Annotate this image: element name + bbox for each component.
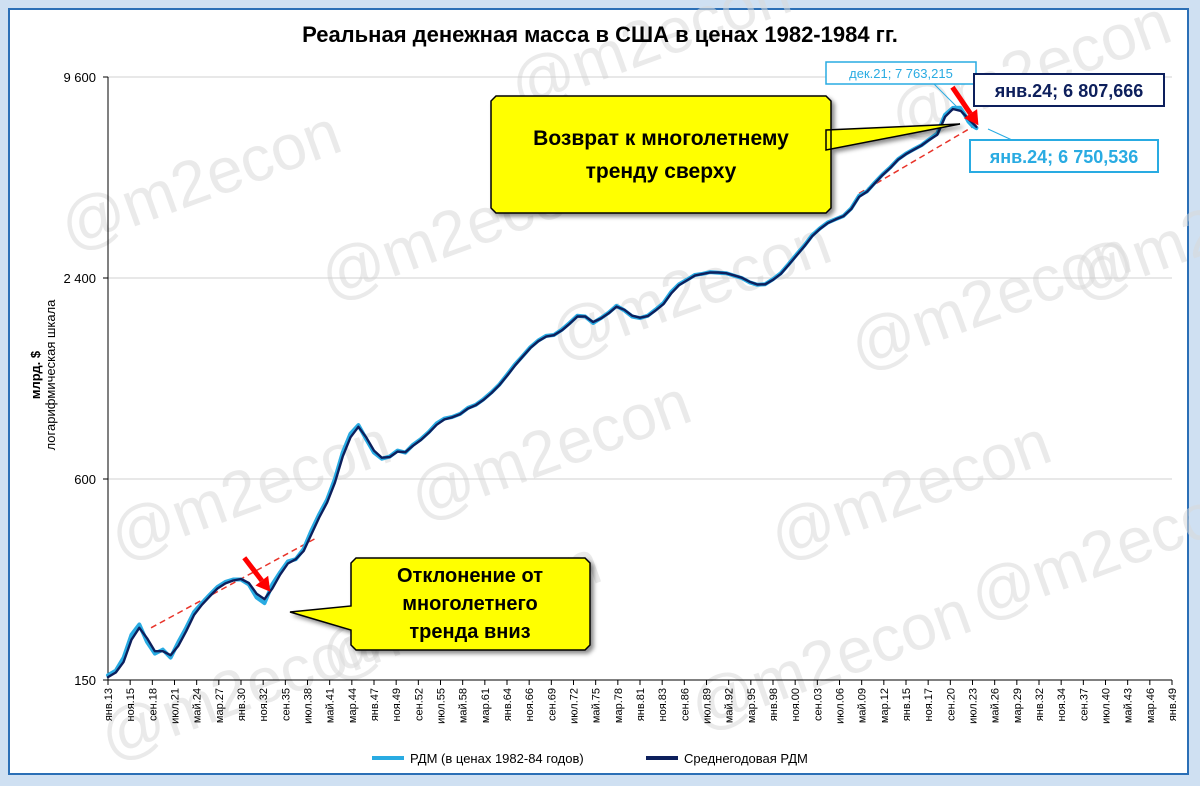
callout-top: Возврат к многолетнему тренду сверху (490, 95, 961, 214)
legend: РДМ (в ценах 1982-84 годов) Среднегодова… (372, 751, 808, 766)
chart-title: Реальная денежная масса в США в ценах 19… (302, 22, 898, 47)
callout-bottom-line2: многолетнего (402, 593, 537, 615)
x-tick-label: мар.27 (214, 688, 226, 723)
callout-top-line1: Возврат к многолетнему (533, 127, 789, 150)
x-tick-label: май.92 (724, 688, 736, 723)
x-tick-label: май.09 (857, 688, 869, 723)
callout-bottom-line1: Отклонение от (397, 565, 543, 587)
x-tick-label: янв.98 (768, 688, 780, 721)
y-tick-label: 150 (74, 673, 96, 688)
x-tick-label: ноя.66 (524, 688, 536, 721)
x-tick-label: май.24 (192, 688, 204, 723)
x-tick-label: июл.40 (1101, 688, 1113, 724)
x-tick-label: май.26 (990, 688, 1002, 723)
x-tick-label: ноя.34 (1056, 688, 1068, 721)
x-tick-label: сен.18 (147, 688, 159, 721)
x-tick-label: мар.95 (746, 688, 758, 723)
series-line-avg (106, 107, 978, 679)
x-tick-label: июл.89 (702, 688, 714, 724)
arrow-return-shaft (950, 85, 973, 116)
x-tick-label: янв.30 (236, 688, 248, 721)
x-tick-label: июл.38 (303, 688, 315, 724)
x-tick-label: май.58 (458, 688, 470, 723)
x-tick-label: июл.06 (835, 688, 847, 724)
y-tick-label: 9 600 (63, 70, 96, 85)
x-tick-label: сен.37 (1078, 688, 1090, 721)
y-axis-sublabel: логарифмическая шкала (43, 299, 58, 451)
rdm-label-box (973, 73, 1165, 107)
x-tick-label: мар.44 (347, 688, 359, 723)
x-tick-label: сен.03 (812, 688, 824, 721)
x-tick-label: сен.20 (945, 688, 957, 721)
x-tick-label: янв.49 (1167, 688, 1179, 721)
x-tick-label: май.75 (591, 688, 603, 723)
y-axis-title: млрд. $ логарифмическая шкала (28, 299, 58, 451)
avg-label-group: янв.24; 6 750,536 (969, 128, 1159, 173)
legend-label-avg: Среднегодовая РДМ (684, 751, 808, 766)
callout-top-line2: тренду сверху (586, 160, 737, 183)
x-tick-label: янв.13 (103, 688, 115, 721)
peak-label: дек.21; 7 763,215 (849, 66, 953, 81)
x-tick-label: янв.15 (901, 688, 913, 721)
x-tick-label: май.41 (325, 688, 337, 723)
x-tick-label: июл.21 (170, 688, 182, 724)
x-tick-label: сен.52 (413, 688, 425, 721)
callout-bottom-box (289, 557, 591, 651)
x-tick-label: ноя.00 (790, 688, 802, 721)
rdm-label-group: янв.24; 6 807,666 (973, 73, 1165, 107)
x-tick-label: июл.23 (968, 688, 980, 724)
arrow-return (950, 85, 979, 126)
x-tick-label: сен.86 (679, 688, 691, 721)
x-tick-label: ноя.15 (125, 688, 137, 721)
trend-line (858, 122, 980, 195)
x-tick-label: ноя.49 (391, 688, 403, 721)
callout-bottom: Отклонение от многолетнего тренда вниз (289, 557, 591, 651)
x-tick-label: мар.61 (480, 688, 492, 723)
peak-label-leader (933, 83, 959, 109)
x-tick-label: ноя.83 (657, 688, 669, 721)
trend-lines (150, 122, 980, 629)
x-tick-label: май.43 (1123, 688, 1135, 723)
x-axis: янв.13 ноя.15 сен.18 июл.21 май.24 мар.27 янв.… (103, 77, 1179, 724)
y-tick-label: 2 400 (63, 271, 96, 286)
legend-label-rdm: РДМ (в ценах 1982-84 годов) (410, 751, 584, 766)
x-tick-label: ноя.17 (923, 688, 935, 721)
peak-label-group: дек.21; 7 763,215 (825, 61, 977, 109)
y-axis-ticks: 150 600 2 400 9 600 (63, 70, 108, 688)
callout-top-box (490, 95, 961, 214)
avg-label: янв.24; 6 750,536 (989, 147, 1139, 167)
rdm-label: янв.24; 6 807,666 (994, 81, 1144, 101)
arrow-deviation-shaft (242, 556, 264, 583)
arrow-deviation-head (255, 575, 271, 592)
trend-line (150, 537, 316, 629)
series-layer (106, 105, 979, 679)
x-tick-label: ноя.32 (258, 688, 270, 721)
x-tick-label: мар.78 (613, 688, 625, 723)
x-tick-label: июл.72 (569, 688, 581, 724)
y-axis-label: млрд. $ (28, 350, 43, 399)
x-tick-label: сен.69 (546, 688, 558, 721)
x-tick-label: мар.29 (1012, 688, 1024, 723)
x-tick-label: мар.46 (1145, 688, 1157, 723)
avg-label-box (969, 139, 1159, 173)
arrow-return-head (963, 109, 979, 126)
x-tick-label: мар.12 (879, 688, 891, 723)
arrow-deviation (242, 556, 271, 592)
x-tick-label: янв.47 (369, 688, 381, 721)
x-tick-label: янв.81 (635, 688, 647, 721)
y-tick-label: 600 (74, 472, 96, 487)
x-tick-label: июл.55 (436, 688, 448, 724)
x-tick-label: янв.64 (502, 688, 514, 721)
callout-bottom-line3: тренда вниз (409, 621, 530, 643)
x-tick-label: янв.32 (1034, 688, 1046, 721)
avg-label-leader (987, 128, 1013, 141)
x-tick-label: сен.35 (280, 688, 292, 721)
annotation-arrows (242, 85, 979, 592)
